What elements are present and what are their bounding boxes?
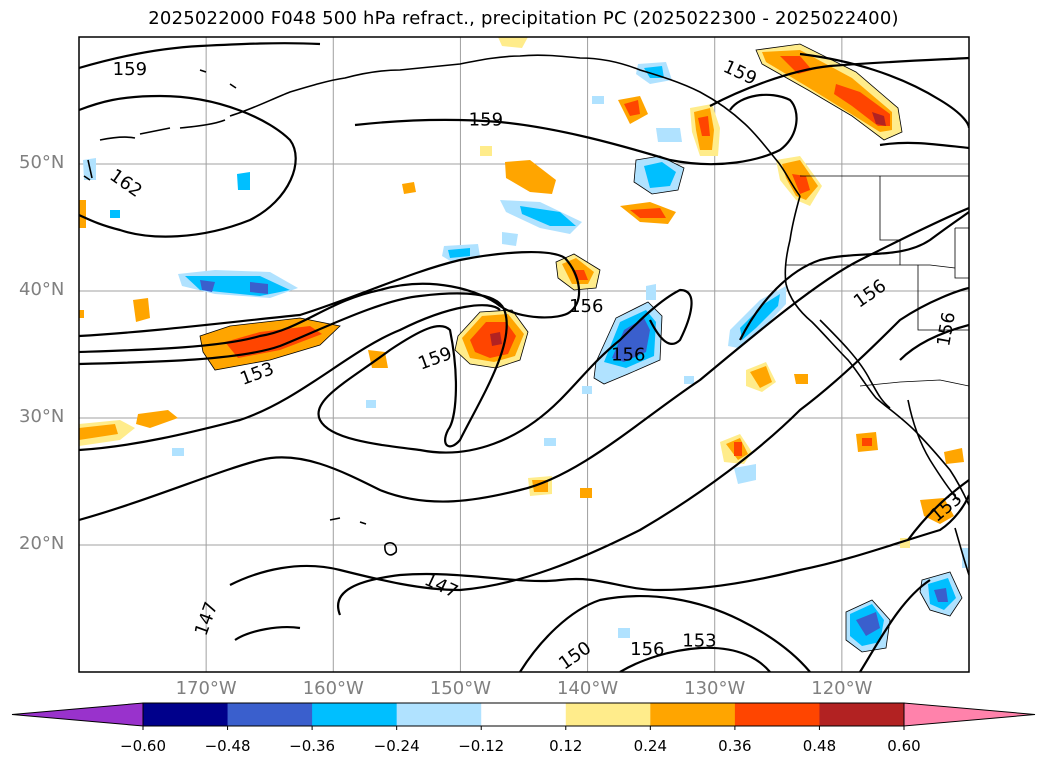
colorbar-tick-label: 0.36 bbox=[718, 737, 752, 755]
contour-label: 159 bbox=[113, 59, 147, 80]
colorbar bbox=[11, 702, 1036, 730]
precipitation-outlines bbox=[199, 43, 963, 653]
colorbar-segment bbox=[481, 703, 567, 726]
colorbar-tick-label: −0.60 bbox=[120, 737, 166, 755]
contour-label: 153 bbox=[682, 630, 716, 651]
map-title: 2025022000 F048 500 hPa refract., precip… bbox=[148, 8, 899, 29]
colorbar-tick-label: −0.48 bbox=[204, 737, 251, 755]
colorbar-segment bbox=[143, 703, 229, 726]
contour-label: 156 bbox=[611, 345, 645, 366]
colorbar-extend-low bbox=[11, 702, 144, 727]
longitude-label: 160°W bbox=[302, 678, 364, 699]
colorbar-segment bbox=[650, 703, 736, 726]
latitude-label: 50°N bbox=[19, 152, 65, 173]
contour-label: 156 bbox=[630, 639, 664, 660]
map-frame bbox=[78, 36, 970, 673]
latitude-label: 30°N bbox=[19, 406, 65, 427]
contour-label: 156 bbox=[569, 296, 603, 317]
latitude-label: 40°N bbox=[19, 279, 65, 300]
colorbar-segment bbox=[819, 703, 905, 726]
precipitation-shading bbox=[79, 37, 969, 652]
contour-label: 159 bbox=[469, 110, 503, 131]
longitude-label: 120°W bbox=[811, 678, 873, 699]
coastlines bbox=[83, 54, 969, 576]
latitude-label: 20°N bbox=[19, 533, 65, 554]
colorbar-tick-label: 0.24 bbox=[633, 737, 668, 755]
colorbar-tick-label: −0.24 bbox=[373, 737, 420, 755]
colorbar-tick-label: 0.60 bbox=[887, 737, 921, 755]
longitude-label: 140°W bbox=[556, 678, 619, 699]
longitude-label: 150°W bbox=[429, 678, 491, 699]
colorbar-segment bbox=[396, 703, 482, 726]
colorbar-tick-label: 0.48 bbox=[802, 737, 837, 755]
colorbar-extend-high bbox=[903, 702, 1036, 727]
colorbar-segment bbox=[565, 703, 651, 726]
longitude-label: 170°W bbox=[175, 678, 237, 699]
colorbar-tick-label: −0.12 bbox=[458, 737, 505, 755]
colorbar-tick-label: 0.12 bbox=[549, 737, 583, 755]
colorbar-segment bbox=[227, 703, 313, 726]
colorbar-tick-label: −0.36 bbox=[289, 737, 336, 755]
colorbar-segment bbox=[734, 703, 820, 726]
colorbar-frame bbox=[142, 702, 905, 727]
colorbar-segment bbox=[312, 703, 398, 726]
political-borders bbox=[786, 175, 969, 387]
longitude-label: 130°W bbox=[684, 678, 746, 699]
